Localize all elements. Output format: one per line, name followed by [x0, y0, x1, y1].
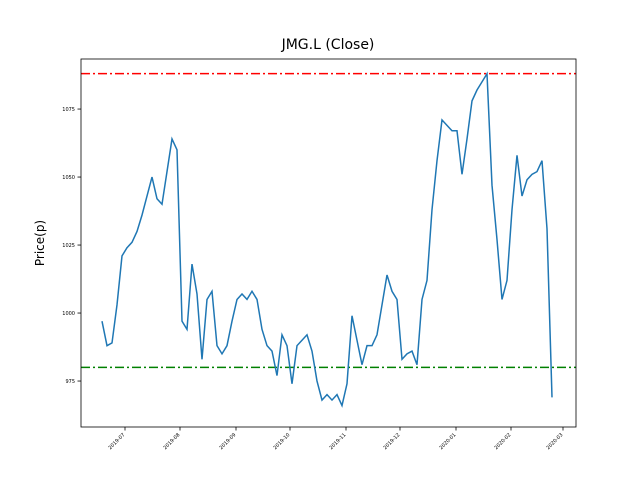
y-tick-label: 1075	[62, 107, 75, 113]
chart-title: JMG.L (Close)	[281, 37, 375, 53]
plot-frame	[80, 58, 577, 428]
price-line	[101, 71, 553, 408]
y-tick-label: 975	[65, 379, 75, 385]
y-tick-label: 1000	[62, 311, 75, 317]
y-axis-label: Price(p)	[33, 220, 47, 266]
y-tick-label: 1050	[62, 175, 75, 181]
y-tick-label: 1025	[62, 243, 75, 249]
